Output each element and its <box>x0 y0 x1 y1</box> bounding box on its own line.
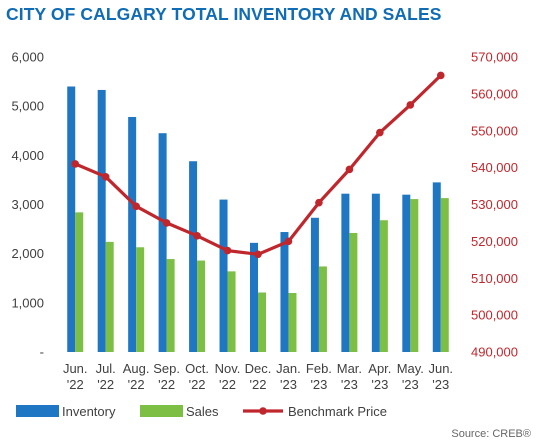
category-year-label: '22 <box>250 377 267 392</box>
category-year-label: '23 <box>371 377 388 392</box>
category-year-label: '22 <box>97 377 114 392</box>
benchmark-point <box>223 246 232 255</box>
right-tick-label: 570,000 <box>471 50 518 65</box>
inventory-bar <box>402 194 411 352</box>
source-note: Source: CREB® <box>451 428 531 440</box>
category-year-label: '23 <box>341 377 358 392</box>
category-labels: Jun.'22Jul.'22Aug.'22Sep.'22Oct.'22Nov.'… <box>63 361 453 392</box>
sales-bar <box>410 199 419 352</box>
category-year-label: '23 <box>432 377 449 392</box>
left-tick-label: 6,000 <box>11 50 44 65</box>
right-tick-label: 500,000 <box>471 308 518 323</box>
inventory-bar <box>250 242 258 352</box>
benchmark-point <box>436 71 445 80</box>
category-year-label: '23 <box>402 377 419 392</box>
right-tick-label: 540,000 <box>471 160 518 175</box>
right-tick-label: 490,000 <box>471 345 518 360</box>
sales-bar <box>227 271 236 352</box>
inventory-bar <box>128 116 137 352</box>
benchmark-point <box>101 173 110 181</box>
left-tick-label: 5,000 <box>11 99 44 114</box>
category-month-label: Mar. <box>337 361 362 376</box>
sales-bar <box>105 241 114 352</box>
category-month-label: Jun. <box>63 361 88 376</box>
right-tick-label: 550,000 <box>471 123 518 138</box>
category-month-label: Jan. <box>276 361 301 376</box>
sales-bar <box>288 293 297 352</box>
sales-bar <box>197 260 206 352</box>
sales-bar <box>318 266 327 352</box>
category-year-label: '23 <box>310 377 327 392</box>
category-year-label: '23 <box>280 377 297 392</box>
legend-benchmark-marker <box>259 407 267 415</box>
benchmark-point <box>162 219 171 227</box>
category-month-label: May. <box>397 361 424 376</box>
inventory-bar <box>432 182 441 352</box>
benchmark-point <box>345 165 354 174</box>
benchmark-line-group <box>71 71 445 259</box>
sales-bar <box>379 220 388 352</box>
benchmark-point <box>315 198 323 207</box>
benchmark-point <box>376 128 384 137</box>
category-month-label: Sep. <box>153 361 180 376</box>
inventory-bar <box>219 199 228 352</box>
left-tick-label: - <box>40 345 44 360</box>
inventory-bar <box>341 193 350 352</box>
benchmark-point <box>132 202 140 211</box>
right-tick-label: 520,000 <box>471 234 518 249</box>
inventory-bar <box>97 89 106 353</box>
category-year-label: '22 <box>189 377 206 392</box>
benchmark-point <box>193 232 201 240</box>
category-month-label: Dec. <box>245 361 272 376</box>
category-month-label: Aug. <box>123 361 150 376</box>
legend-inventory-swatch <box>16 405 59 417</box>
sales-bar <box>166 259 175 352</box>
legend-sales-label: Sales <box>186 404 219 419</box>
benchmark-point <box>284 237 293 246</box>
inventory-bar <box>371 193 380 352</box>
sales-bar <box>258 292 266 352</box>
right-tick-label: 560,000 <box>471 86 518 101</box>
category-month-label: Feb. <box>306 361 332 376</box>
right-tick-label: 510,000 <box>471 271 518 286</box>
category-year-label: '22 <box>67 377 84 392</box>
category-year-label: '22 <box>128 377 145 392</box>
left-tick-label: 3,000 <box>11 197 44 212</box>
right-tick-label: 530,000 <box>471 197 518 212</box>
benchmark-point <box>71 160 80 168</box>
legend-benchmark-label: Benchmark Price <box>288 404 387 419</box>
sales-bar <box>440 198 449 352</box>
category-month-label: Jul. <box>96 361 116 376</box>
left-tick-label: 4,000 <box>11 148 44 163</box>
category-month-label: Oct. <box>185 361 209 376</box>
sales-bar <box>349 233 358 352</box>
legend-sales-swatch <box>140 405 183 417</box>
inventory-bar <box>189 161 198 352</box>
inventory-bar <box>280 232 289 352</box>
category-year-label: '22 <box>219 377 236 392</box>
category-month-label: Apr. <box>368 361 391 376</box>
inventory-bar <box>310 217 319 352</box>
legend-inventory-label: Inventory <box>62 404 116 419</box>
legend: Inventory Sales Benchmark Price <box>16 404 387 419</box>
left-axis: - 1,000 2,000 3,000 4,000 5,000 6,000 <box>11 50 44 360</box>
sales-bar <box>136 247 145 352</box>
left-tick-label: 1,000 <box>11 295 44 310</box>
sales-bar <box>75 212 84 352</box>
category-month-label: Jun. <box>428 361 453 376</box>
inventory-bar <box>158 133 167 352</box>
category-year-label: '22 <box>158 377 175 392</box>
right-axis: 490,000 500,000 510,000 520,000 530,000 540,0… <box>471 50 518 360</box>
left-tick-label: 2,000 <box>11 246 44 261</box>
benchmark-point <box>406 101 415 109</box>
inventory-bar <box>67 86 76 352</box>
category-month-label: Nov. <box>215 361 241 376</box>
bars-group <box>67 86 449 353</box>
chart-title: CITY OF CALGARY TOTAL INVENTORY AND SALE… <box>6 4 442 24</box>
benchmark-point <box>254 250 262 259</box>
